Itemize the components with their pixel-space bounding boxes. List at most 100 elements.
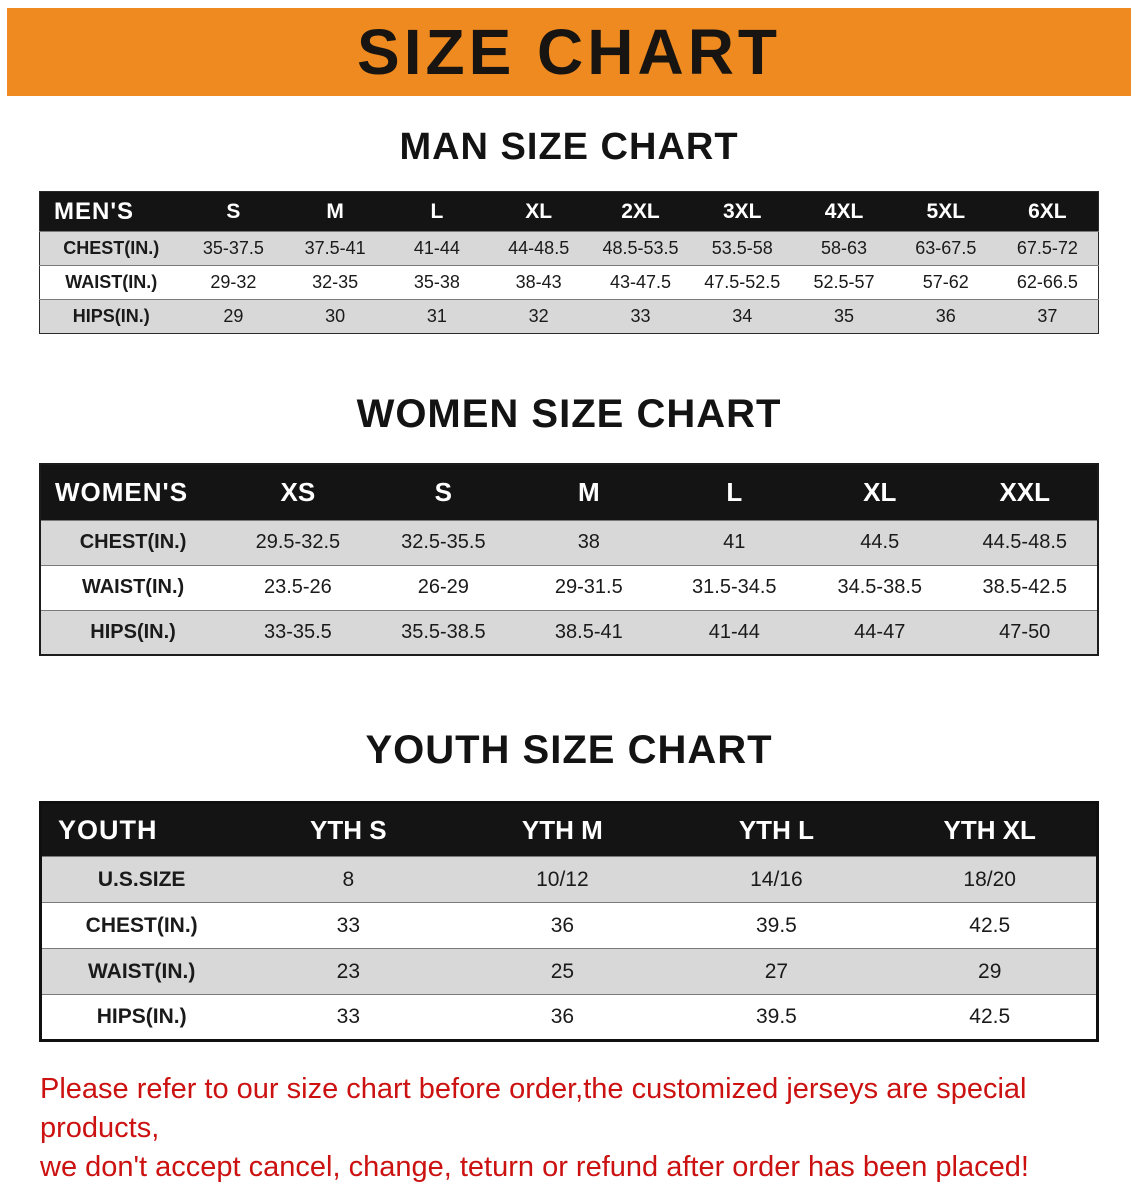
size-value: 34.5-38.5 — [807, 564, 953, 610]
size-value: 32 — [487, 299, 590, 334]
size-value: 32.5-35.5 — [370, 519, 517, 565]
size-value: 62-66.5 — [996, 265, 1099, 300]
size-value: 38-43 — [487, 265, 590, 300]
size-value: 34 — [691, 299, 794, 334]
column-header: YTH XL — [883, 802, 1098, 857]
men-section-title: MAN SIZE CHART — [399, 126, 739, 168]
size-value: 29 — [182, 299, 285, 334]
size-value: 44-48.5 — [487, 231, 590, 266]
size-value: 23.5-26 — [225, 564, 371, 610]
table-row: WAIST(IN.) 29-32 32-35 35-38 38-43 43-47.5 47.… — [39, 265, 1099, 300]
youth-size-table: YOUTH YTH S YTH M YTH L YTH XL U.S.SIZE 8 10/12… — [39, 801, 1099, 1042]
header-row: MEN'S S M L XL 2XL 3XL 4XL 5XL 6XL — [39, 191, 1099, 232]
column-header: S — [182, 191, 285, 232]
column-header: 5XL — [894, 191, 997, 232]
size-value: 33 — [241, 902, 456, 949]
size-value: 29-31.5 — [516, 564, 662, 610]
column-header: XXL — [952, 464, 1098, 520]
column-header: YTH M — [455, 802, 670, 857]
header-row: WOMEN'S XS S M L XL XXL — [40, 464, 1098, 520]
table-row: WAIST(IN.) 23 25 27 29 — [40, 948, 1098, 995]
size-value: 32-35 — [284, 265, 387, 300]
men-size-table: MEN'S S M L XL 2XL 3XL 4XL 5XL 6XL CHEST(IN.) 35-37… — [39, 191, 1099, 334]
row-label: WAIST(IN.) — [40, 564, 226, 610]
size-value: 29-32 — [182, 265, 285, 300]
column-header: L — [386, 191, 488, 232]
table-row: CHEST(IN.) 29.5-32.5 32.5-35.5 38 41 44.5 44.5… — [40, 519, 1098, 565]
size-value: 10/12 — [455, 856, 670, 903]
size-value: 47.5-52.5 — [691, 265, 794, 300]
column-header: 4XL — [793, 191, 895, 232]
table-row: HIPS(IN.) 33 36 39.5 42.5 — [40, 994, 1098, 1041]
row-label: WAIST(IN.) — [39, 265, 183, 300]
table-row: U.S.SIZE 8 10/12 14/16 18/20 — [40, 856, 1098, 903]
banner: SIZE CHART — [7, 8, 1131, 96]
notice-line-2: we don't accept cancel, change, teturn o… — [40, 1151, 1029, 1184]
row-label: U.S.SIZE — [40, 856, 242, 903]
size-value: 36 — [455, 902, 670, 949]
women-size-table: WOMEN'S XS S M L XL XXL CHEST(IN.) 29.5-32.5 32.5… — [39, 463, 1099, 656]
row-label: CHEST(IN.) — [40, 519, 226, 565]
size-value: 47-50 — [952, 609, 1098, 655]
column-header: XL — [807, 464, 953, 520]
size-value: 18/20 — [883, 856, 1098, 903]
footer-notice: Please refer to our size chart before or… — [40, 1070, 1124, 1187]
size-value: 23 — [241, 948, 456, 995]
size-value: 14/16 — [669, 856, 884, 903]
men-size-section: MAN SIZE CHART MEN'S S M L XL 2XL 3XL 4XL 5XL 6XL… — [0, 126, 1138, 334]
size-value: 31.5-34.5 — [661, 564, 808, 610]
size-value: 36 — [894, 299, 997, 334]
women-section-title: WOMEN SIZE CHART — [356, 392, 782, 436]
table-row: WAIST(IN.) 23.5-26 26-29 29-31.5 31.5-34.5 34… — [40, 564, 1098, 610]
size-value: 57-62 — [894, 265, 997, 300]
column-header: YTH S — [241, 802, 456, 857]
table-row: HIPS(IN.) 33-35.5 35.5-38.5 38.5-41 41-44 44-… — [40, 609, 1098, 655]
size-value: 33-35.5 — [225, 609, 371, 655]
table-label-header: WOMEN'S — [40, 464, 226, 520]
size-value: 44.5 — [807, 519, 953, 565]
column-header: L — [661, 464, 808, 520]
column-header: S — [370, 464, 517, 520]
row-label: CHEST(IN.) — [40, 902, 242, 949]
size-value: 31 — [386, 299, 488, 334]
size-value: 42.5 — [883, 902, 1098, 949]
size-value: 48.5-53.5 — [589, 231, 692, 266]
column-header: XS — [225, 464, 371, 520]
notice-line-1: Please refer to our size chart before or… — [40, 1073, 1027, 1145]
size-value: 35 — [793, 299, 895, 334]
size-value: 53.5-58 — [691, 231, 794, 266]
size-value: 30 — [284, 299, 387, 334]
size-value: 35-37.5 — [182, 231, 285, 266]
size-value: 41 — [661, 519, 808, 565]
youth-section-title: YOUTH SIZE CHART — [365, 728, 773, 772]
size-value: 39.5 — [669, 994, 884, 1041]
row-label: HIPS(IN.) — [39, 299, 183, 334]
table-row: CHEST(IN.) 35-37.5 37.5-41 41-44 44-48.5 48.5… — [39, 231, 1099, 266]
row-label: HIPS(IN.) — [40, 994, 242, 1041]
size-value: 52.5-57 — [793, 265, 895, 300]
header-row: YOUTH YTH S YTH M YTH L YTH XL — [40, 802, 1098, 857]
table-label-header: YOUTH — [40, 802, 242, 857]
size-value: 41-44 — [661, 609, 808, 655]
column-header: 2XL — [589, 191, 692, 232]
row-label: HIPS(IN.) — [40, 609, 226, 655]
youth-size-section: YOUTH SIZE CHART YOUTH YTH S YTH M YTH L YTH… — [0, 728, 1138, 1042]
size-value: 35.5-38.5 — [370, 609, 517, 655]
size-value: 29 — [883, 948, 1098, 995]
banner-title: SIZE CHART — [357, 16, 781, 88]
column-header: M — [284, 191, 387, 232]
size-chart-page: SIZE CHART MAN SIZE CHART MEN'S S M L XL 2XL 3… — [0, 8, 1138, 1197]
size-value: 44-47 — [807, 609, 953, 655]
size-value: 38.5-42.5 — [952, 564, 1098, 610]
table-label-header: MEN'S — [39, 191, 183, 232]
size-value: 38.5-41 — [516, 609, 662, 655]
table-row: CHEST(IN.) 33 36 39.5 42.5 — [40, 902, 1098, 949]
size-value: 37.5-41 — [284, 231, 387, 266]
size-value: 29.5-32.5 — [225, 519, 371, 565]
table-row: HIPS(IN.) 29 30 31 32 33 34 35 36 37 — [39, 299, 1099, 334]
size-value: 8 — [241, 856, 456, 903]
size-value: 36 — [455, 994, 670, 1041]
size-value: 63-67.5 — [894, 231, 997, 266]
size-value: 38 — [516, 519, 662, 565]
size-value: 27 — [669, 948, 884, 995]
